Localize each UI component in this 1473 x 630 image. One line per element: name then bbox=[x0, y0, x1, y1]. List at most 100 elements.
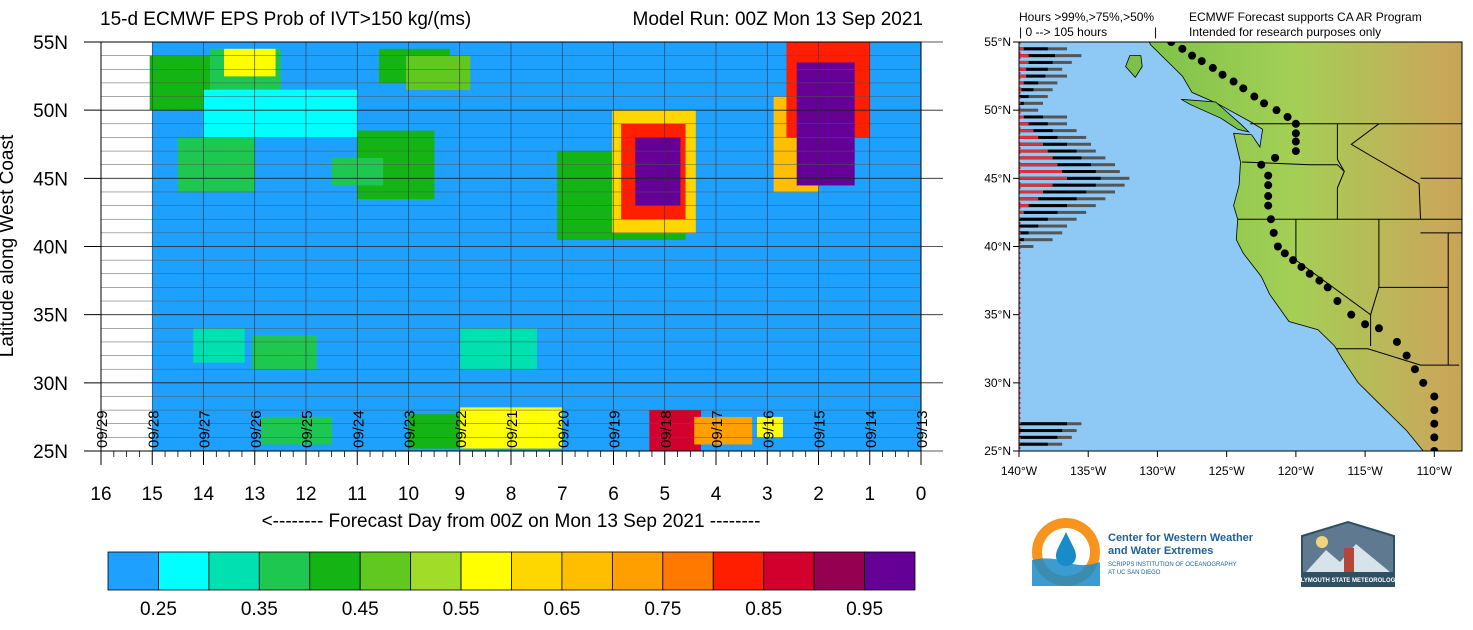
heatmap-cell bbox=[363, 130, 371, 138]
heatmap-cell bbox=[230, 55, 238, 63]
heatmap-cell bbox=[382, 185, 390, 193]
heatmap-cell bbox=[248, 110, 256, 118]
heatmap-cell bbox=[504, 355, 512, 363]
heatmap-cell bbox=[286, 103, 294, 111]
heatmap-cell bbox=[841, 130, 849, 138]
heatmap-cell bbox=[796, 157, 804, 165]
heatmap-cell bbox=[773, 123, 781, 131]
heatmap-cell bbox=[646, 212, 654, 220]
heatmap-cell bbox=[273, 89, 281, 97]
heatmap-cell bbox=[856, 110, 864, 118]
heatmap-cell bbox=[216, 185, 224, 193]
heatmap-cell bbox=[815, 76, 823, 84]
heatmap-cell bbox=[828, 69, 836, 77]
heatmap-cell bbox=[582, 171, 590, 179]
heatmap-cell bbox=[803, 76, 810, 84]
heatmap-cell bbox=[792, 144, 800, 152]
heatmap-cell bbox=[649, 416, 657, 425]
map-bar-75pct bbox=[1019, 129, 1053, 133]
heatmap-cell bbox=[357, 171, 364, 179]
heatmap-cell bbox=[745, 437, 753, 445]
heatmap-cell bbox=[648, 164, 655, 172]
map-bar-99pct bbox=[1019, 81, 1024, 85]
heatmap-cell bbox=[385, 48, 393, 56]
colorbar-swatch bbox=[611, 551, 664, 591]
heatmap-cell bbox=[478, 341, 486, 350]
heatmap-cell bbox=[555, 434, 563, 442]
heatmap-cell bbox=[689, 171, 696, 179]
heatmap-cell bbox=[780, 157, 787, 165]
heatmap-cell bbox=[675, 410, 682, 418]
heatmap-cell bbox=[847, 178, 855, 186]
heatmap-cell bbox=[156, 76, 163, 84]
heatmap-cell bbox=[338, 171, 345, 179]
heatmap-cell bbox=[557, 164, 564, 172]
heatmap-cell bbox=[803, 171, 810, 179]
heatmap-cell bbox=[261, 130, 268, 138]
heatmap-cell bbox=[236, 48, 244, 56]
map-coast-point bbox=[1271, 153, 1280, 162]
heatmap-cell bbox=[863, 48, 871, 56]
heatmap-cell bbox=[641, 178, 649, 186]
heatmap-cell bbox=[190, 144, 198, 152]
heatmap-cell bbox=[640, 212, 648, 220]
heatmap-cell bbox=[805, 185, 813, 193]
heatmap-cell bbox=[815, 164, 823, 172]
map-legend-range: | 0 --> 105 hours bbox=[1019, 25, 1107, 39]
heatmap-cell bbox=[398, 55, 405, 63]
heatmap-cell bbox=[595, 198, 603, 206]
heatmap-cell bbox=[418, 82, 426, 91]
map-bar-99pct bbox=[1019, 67, 1027, 71]
heatmap-cell bbox=[188, 82, 195, 91]
map-bar-75pct bbox=[1019, 74, 1046, 78]
heatmap-x-tick-label: 10 bbox=[398, 484, 419, 505]
heatmap-cell bbox=[640, 123, 648, 131]
heatmap-cell bbox=[608, 198, 616, 206]
heatmap-cell bbox=[803, 110, 810, 118]
heatmap-cell bbox=[168, 55, 176, 63]
heatmap-cell bbox=[530, 407, 537, 415]
heatmap-cell bbox=[485, 355, 493, 363]
map-coast-point bbox=[1430, 406, 1439, 415]
heatmap-cell bbox=[212, 355, 220, 363]
heatmap-cell bbox=[382, 130, 390, 138]
heatmap-cell bbox=[809, 164, 817, 172]
heatmap-cell bbox=[395, 185, 403, 193]
heatmap-cell bbox=[241, 110, 249, 118]
heatmap-cell bbox=[203, 103, 211, 111]
heatmap-cell bbox=[815, 178, 823, 186]
map-bar-75pct bbox=[1019, 224, 1039, 228]
heatmap-cell bbox=[268, 62, 276, 70]
heatmap-cell bbox=[408, 144, 416, 152]
heatmap-cell bbox=[293, 437, 300, 445]
heatmap-cell bbox=[194, 89, 202, 97]
heatmap-cell bbox=[350, 171, 358, 179]
heatmap-cell bbox=[856, 116, 864, 125]
heatmap-cell bbox=[517, 355, 525, 363]
heatmap-cell bbox=[549, 434, 557, 442]
heatmap-cell bbox=[248, 130, 256, 138]
heatmap-cell bbox=[569, 185, 577, 193]
heatmap-cell bbox=[485, 441, 493, 449]
heatmap-cell bbox=[621, 205, 628, 213]
heatmap-cell bbox=[363, 164, 371, 172]
heatmap-cell bbox=[318, 123, 326, 131]
heatmap-cell bbox=[618, 226, 626, 234]
heatmap-cell bbox=[466, 341, 473, 350]
heatmap-cell bbox=[666, 232, 673, 240]
heatmap-cell bbox=[284, 348, 291, 356]
heatmap-cell bbox=[835, 157, 842, 165]
heatmap-cell bbox=[557, 151, 564, 159]
heatmap-cell bbox=[197, 144, 204, 152]
heatmap-cell bbox=[792, 110, 800, 118]
heatmap-cell bbox=[648, 151, 655, 159]
heatmap-cell bbox=[405, 82, 413, 91]
heatmap-cell bbox=[184, 151, 191, 159]
heatmap-cell bbox=[841, 144, 849, 152]
heatmap-cell bbox=[248, 89, 256, 97]
heatmap-cell bbox=[222, 157, 230, 165]
heatmap-cell bbox=[421, 178, 429, 186]
heatmap-cell bbox=[286, 430, 294, 438]
heatmap-cell bbox=[478, 414, 486, 422]
map-hours-bars bbox=[1019, 42, 1130, 451]
